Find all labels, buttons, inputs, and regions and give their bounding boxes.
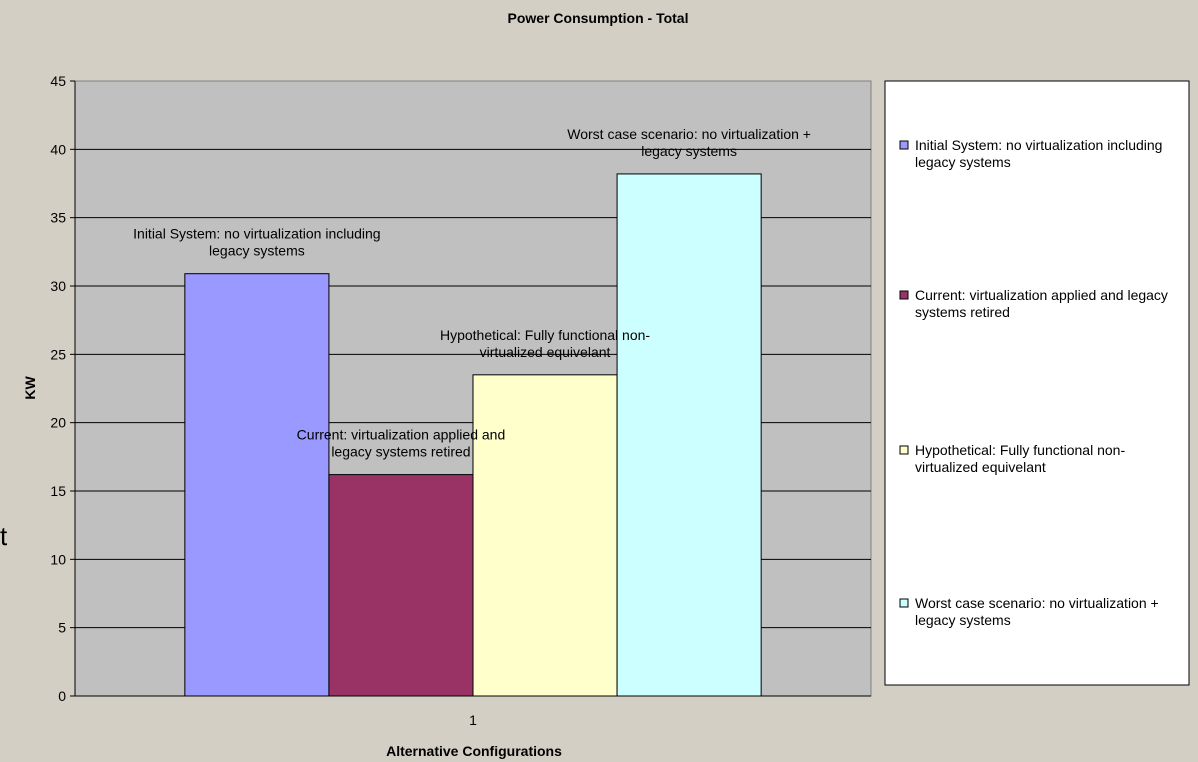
legend-box [884,80,1190,686]
data-label: Initial System: no virtualization includ… [133,226,380,259]
legend-label: Worst case scenario: no virtualization +… [915,595,1159,628]
legend-swatch [899,140,909,150]
data-label: Hypothetical: Fully functional non-virtu… [440,327,650,360]
legend-swatch [899,445,909,455]
x-tick-label: 1 [469,712,477,728]
legend-label: Current: virtualization applied and lega… [915,287,1168,320]
bar [328,474,474,697]
x-axis-label: Alternative Configurations [386,743,562,759]
bar [616,173,762,697]
y-tick-label: 5 [58,620,66,636]
legend-swatch [899,598,909,608]
bar [472,374,618,697]
annotation: t [0,521,8,551]
bar [184,273,330,697]
y-tick-label: 25 [50,346,66,362]
y-tick-label: 45 [50,73,66,89]
legend-label: Hypothetical: Fully functional non-virtu… [915,442,1125,475]
y-tick-label: 40 [50,141,66,157]
y-tick-label: 30 [50,278,66,294]
y-tick-label: 35 [50,210,66,226]
data-label: Current: virtualization applied and legac… [297,427,506,460]
y-tick-label: 0 [58,688,66,704]
y-axis-label: KW [22,376,38,400]
data-label: Worst case scenario: no virtualization +… [567,126,811,159]
y-tick-label: 10 [50,551,66,567]
legend-label: Initial System: no virtualization includ… [915,137,1162,170]
y-tick-label: 15 [50,483,66,499]
y-tick-label: 20 [50,415,66,431]
legend-swatch [899,290,909,300]
chart-title: Power Consumption - Total [508,10,689,26]
